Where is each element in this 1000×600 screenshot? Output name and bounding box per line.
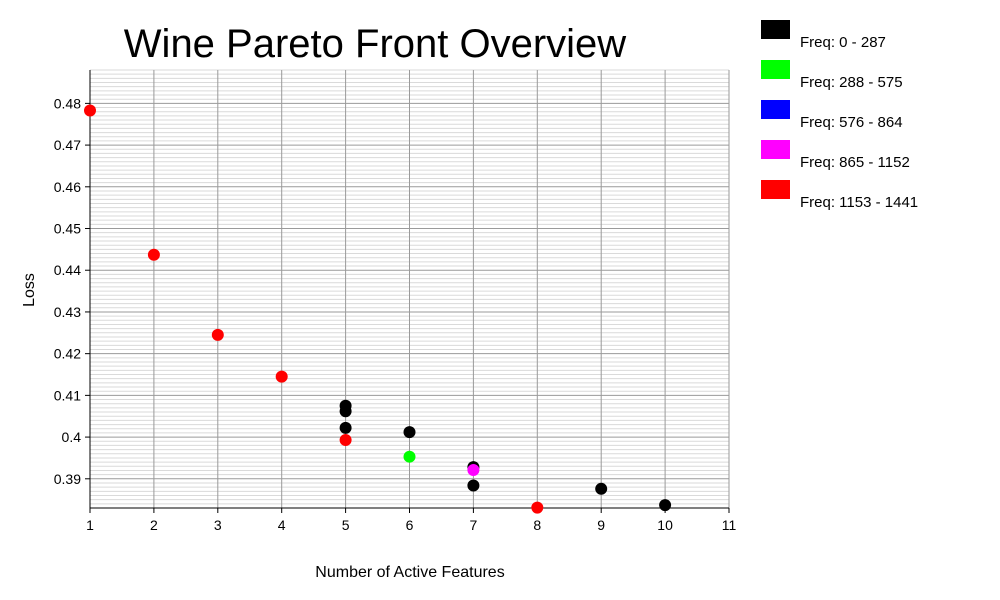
y-tick-label: 0.44 [54, 262, 81, 278]
y-tick-label: 0.4 [62, 429, 82, 445]
data-point [339, 405, 352, 418]
legend-swatch [761, 100, 790, 119]
x-tick-label: 7 [470, 517, 478, 533]
x-tick-label: 2 [150, 517, 158, 533]
y-tick-label: 0.48 [54, 95, 81, 111]
data-points [84, 104, 672, 514]
x-tick-label: 11 [722, 517, 737, 533]
chart-title: Wine Pareto Front Overview [124, 22, 626, 66]
x-tick-label: 5 [342, 517, 350, 533]
data-point [467, 464, 480, 477]
legend-label: Freq: 288 - 575 [800, 74, 903, 91]
y-axis-label: Loss [21, 273, 38, 307]
data-point [275, 370, 288, 383]
x-tick-label: 4 [278, 517, 286, 533]
x-tick-label: 6 [406, 517, 414, 533]
legend-swatch [761, 60, 790, 79]
data-point [339, 434, 352, 447]
y-tick-label: 0.45 [54, 221, 81, 237]
x-axis-label: Number of Active Features [315, 564, 504, 581]
data-point [211, 328, 224, 341]
y-axis-ticks: 0.39 0.4 0.41 0.42 0.43 0.44 0.45 0.46 0.47 0.48 [54, 95, 90, 487]
data-point [84, 104, 96, 117]
legend-label: Freq: 576 - 864 [800, 114, 903, 131]
grid [90, 69, 730, 509]
legend: Freq: 0 - 287 Freq: 288 - 575 Freq: 576 - … [761, 20, 918, 211]
x-tick-label: 1 [86, 517, 94, 533]
data-point [403, 426, 416, 439]
legend-swatch [761, 140, 790, 159]
x-axis-ticks: 1 2 3 4 5 6 7 8 9 10 11 [86, 508, 736, 533]
legend-label: Freq: 0 - 287 [800, 34, 886, 51]
data-point [339, 421, 352, 434]
y-tick-label: 0.46 [54, 179, 81, 195]
y-tick-label: 0.43 [54, 304, 81, 320]
legend-swatch [761, 180, 790, 199]
legend-label: Freq: 865 - 1152 [800, 154, 910, 171]
legend-label: Freq: 1153 - 1441 [800, 194, 918, 211]
data-point [467, 479, 480, 492]
legend-swatch [761, 20, 790, 39]
y-tick-label: 0.47 [54, 137, 81, 153]
x-tick-label: 8 [533, 517, 541, 533]
y-tick-label: 0.39 [54, 471, 81, 487]
data-point [595, 482, 608, 495]
data-point [403, 450, 416, 463]
x-tick-label: 9 [597, 517, 605, 533]
data-point [659, 499, 672, 512]
x-tick-label: 10 [657, 517, 673, 533]
y-tick-label: 0.42 [54, 346, 81, 362]
data-point [531, 501, 544, 514]
y-tick-label: 0.41 [54, 387, 81, 403]
data-point [147, 248, 160, 261]
x-tick-label: 3 [214, 517, 222, 533]
